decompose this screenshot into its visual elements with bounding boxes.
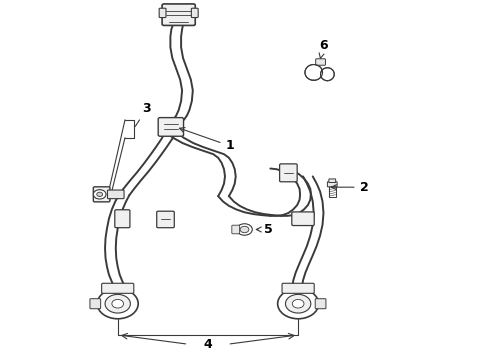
Text: 5: 5 bbox=[256, 223, 272, 236]
FancyBboxPatch shape bbox=[279, 164, 297, 182]
FancyBboxPatch shape bbox=[231, 225, 239, 234]
Circle shape bbox=[236, 224, 252, 235]
Bar bbox=[328, 186, 335, 197]
Circle shape bbox=[93, 190, 106, 199]
FancyBboxPatch shape bbox=[159, 8, 165, 18]
Text: 3: 3 bbox=[135, 102, 151, 126]
Circle shape bbox=[112, 300, 123, 308]
Text: 1: 1 bbox=[179, 127, 234, 152]
FancyBboxPatch shape bbox=[157, 211, 174, 228]
Text: 4: 4 bbox=[203, 338, 212, 351]
Circle shape bbox=[285, 294, 310, 313]
FancyBboxPatch shape bbox=[282, 283, 314, 293]
FancyBboxPatch shape bbox=[158, 118, 183, 136]
Text: 2: 2 bbox=[331, 181, 367, 194]
FancyBboxPatch shape bbox=[102, 283, 134, 293]
Circle shape bbox=[240, 226, 248, 233]
FancyBboxPatch shape bbox=[162, 4, 195, 26]
FancyBboxPatch shape bbox=[328, 179, 335, 183]
FancyBboxPatch shape bbox=[315, 59, 325, 65]
Circle shape bbox=[105, 294, 130, 313]
Polygon shape bbox=[320, 68, 333, 81]
Circle shape bbox=[97, 192, 102, 197]
Circle shape bbox=[292, 300, 304, 308]
FancyBboxPatch shape bbox=[191, 8, 198, 18]
FancyBboxPatch shape bbox=[315, 299, 325, 309]
FancyBboxPatch shape bbox=[90, 299, 101, 309]
FancyBboxPatch shape bbox=[327, 182, 336, 187]
Text: 6: 6 bbox=[319, 39, 327, 58]
Circle shape bbox=[97, 289, 138, 319]
FancyBboxPatch shape bbox=[107, 190, 124, 199]
Circle shape bbox=[277, 289, 318, 319]
FancyBboxPatch shape bbox=[291, 212, 314, 226]
FancyBboxPatch shape bbox=[115, 210, 130, 228]
FancyBboxPatch shape bbox=[93, 187, 110, 202]
Polygon shape bbox=[305, 64, 322, 80]
